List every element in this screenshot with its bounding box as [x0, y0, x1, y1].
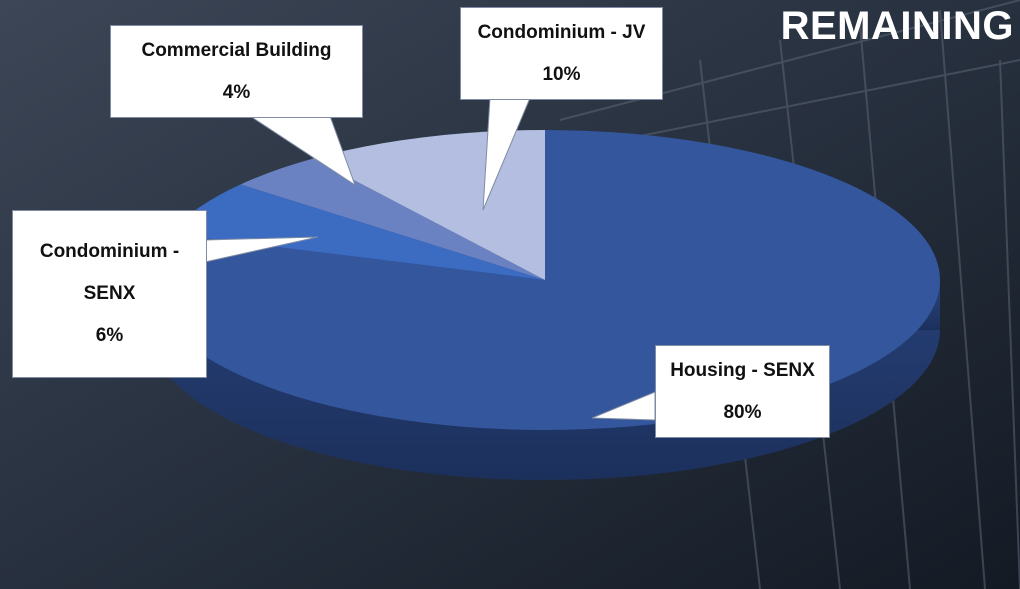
- chart-title: REMAINING: [780, 4, 1014, 48]
- value-label: 6%: [95, 325, 124, 346]
- value-label: 80%: [723, 401, 762, 423]
- category-label: Condominium - JV: [477, 21, 646, 43]
- category-label: Housing - SENX: [670, 359, 815, 381]
- value-label: 10%: [542, 63, 581, 85]
- pie-slice: [240, 158, 545, 280]
- data-label: Housing - SENX 80%: [655, 345, 830, 438]
- category-label: Condominium - SENX: [39, 241, 180, 304]
- data-label: Commercial Building 4%: [110, 25, 363, 118]
- value-label: 4%: [222, 81, 251, 103]
- category-label: Commercial Building: [141, 39, 332, 61]
- pie-slice: [169, 184, 545, 280]
- data-label: Condominium - SENX 6%: [12, 210, 207, 378]
- data-label: Condominium - JV 10%: [460, 7, 663, 100]
